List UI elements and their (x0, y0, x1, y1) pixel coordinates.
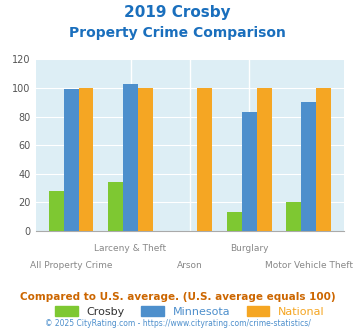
Text: Property Crime Comparison: Property Crime Comparison (69, 26, 286, 40)
Legend: Crosby, Minnesota, National: Crosby, Minnesota, National (51, 302, 329, 321)
Text: Larceny & Theft: Larceny & Theft (94, 244, 166, 253)
Bar (108, 182, 123, 231)
Bar (49, 191, 64, 231)
Bar (316, 88, 331, 231)
Bar (301, 102, 316, 231)
Bar (257, 88, 272, 231)
Text: All Property Crime: All Property Crime (30, 261, 113, 270)
Text: Compared to U.S. average. (U.S. average equals 100): Compared to U.S. average. (U.S. average … (20, 292, 335, 302)
Bar (286, 202, 301, 231)
Text: Motor Vehicle Theft: Motor Vehicle Theft (265, 261, 353, 270)
Bar (123, 84, 138, 231)
Bar (197, 88, 212, 231)
Bar (64, 89, 78, 231)
Text: © 2025 CityRating.com - https://www.cityrating.com/crime-statistics/: © 2025 CityRating.com - https://www.city… (45, 319, 310, 328)
Text: 2019 Crosby: 2019 Crosby (124, 5, 231, 20)
Text: Arson: Arson (177, 261, 203, 270)
Text: Burglary: Burglary (230, 244, 269, 253)
Bar (242, 112, 257, 231)
Bar (138, 88, 153, 231)
Bar (227, 213, 242, 231)
Bar (78, 88, 93, 231)
